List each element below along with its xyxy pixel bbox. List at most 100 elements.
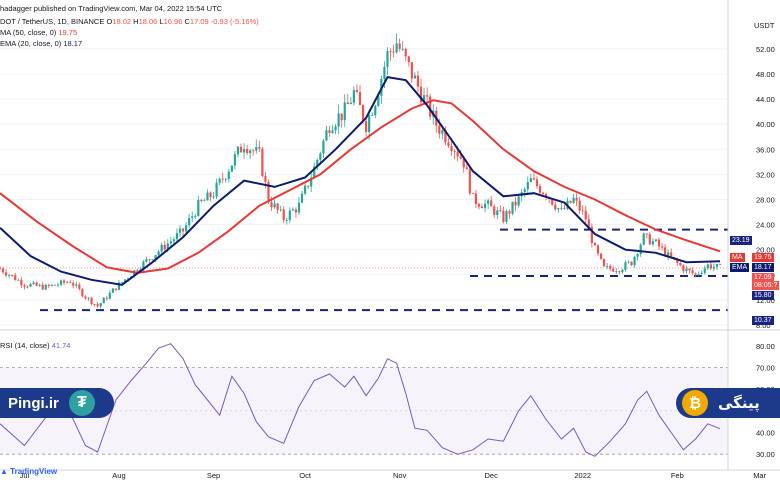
pingi-badge-right[interactable]: ₿ پینگی (676, 388, 780, 418)
ema-legend-label: EMA (20, close, 0) (0, 39, 62, 48)
candle-body (602, 258, 606, 267)
candle-body (14, 275, 17, 281)
candle-body (334, 126, 337, 131)
time-axis: JulAugSepOctNovDec2022FebMar15 (0, 469, 780, 480)
candle-body (35, 282, 38, 286)
candle-body (551, 198, 554, 205)
price-tick-label: 12.00 (756, 296, 775, 305)
candle-body (389, 51, 392, 53)
ema-legend[interactable]: EMA (20, close, 0) 18.17 (0, 39, 82, 48)
candle-body (667, 252, 670, 257)
candle-body (188, 218, 191, 226)
candle-body (526, 182, 529, 190)
candle-body (545, 194, 548, 198)
candle-body (297, 202, 301, 213)
candle-body (194, 215, 197, 217)
price-tick-label: 24.00 (756, 221, 775, 230)
candle-body (181, 228, 185, 232)
price-tick-label: 48.00 (756, 70, 775, 79)
candle-body (114, 288, 118, 290)
ma-legend[interactable]: MA (50, close, 0) 19.75 (0, 28, 77, 37)
symbol-line: DOT / TetherUS, 1D, BINANCE O18.02 H18.0… (0, 17, 259, 26)
horizontal-levels (0, 228, 728, 312)
candle-body (538, 186, 542, 193)
time-tick-label: Feb (671, 471, 684, 480)
candle-body (483, 203, 487, 209)
time-tick-label: 2022 (574, 471, 591, 480)
candle-body (206, 192, 209, 201)
candle-body (563, 208, 566, 209)
candle-body (32, 282, 35, 285)
tradingview-icon: ▲ (0, 467, 8, 476)
candle-body (453, 151, 456, 152)
candle-body (282, 209, 285, 221)
candle-body (465, 167, 468, 170)
candle-body (645, 233, 648, 235)
candle-body (462, 158, 465, 168)
candle-body (133, 270, 136, 277)
candle-body (541, 192, 545, 195)
candle-body (343, 102, 346, 121)
tradingview-logo[interactable]: ▲ TradingView (0, 467, 57, 476)
candle-body (630, 261, 633, 266)
candle-body (78, 284, 81, 290)
candle-body (416, 75, 420, 87)
candle-body (175, 233, 179, 240)
ema-tag: EMA (730, 263, 750, 272)
candle-body (87, 297, 90, 299)
high-label: H (133, 17, 139, 26)
pingi-badge-left[interactable]: Pingi.ir ₮ (0, 388, 114, 418)
level-tag-10: 10.37 (752, 316, 774, 325)
rsi-legend[interactable]: RSI (14, close) 41.74 (0, 341, 70, 350)
candle-body (490, 200, 493, 207)
candle-body (398, 43, 401, 49)
candle-body (505, 211, 508, 222)
candle-body (108, 292, 111, 299)
candle-body (682, 265, 685, 272)
rsi-tick-label: 70.00 (756, 364, 775, 373)
candle-body (392, 51, 395, 53)
candle-body (554, 204, 557, 210)
candle-body (712, 266, 715, 269)
candle-body (1, 268, 5, 273)
price-tick-label: 20.00 (756, 246, 775, 255)
candle-body (496, 210, 499, 216)
candle-body (691, 270, 694, 274)
candle-body (69, 282, 72, 283)
candle-body (307, 185, 310, 187)
candle-body (569, 200, 572, 203)
candle-body (429, 96, 432, 117)
candle-body (145, 259, 148, 262)
candle-body (477, 204, 481, 207)
candle-body (56, 284, 60, 286)
candle-body (215, 182, 218, 197)
candle-body (697, 273, 700, 275)
candle-body (609, 265, 612, 269)
candle-body (438, 125, 441, 134)
candle-body (642, 233, 645, 245)
grid (0, 48, 780, 455)
candle-body (410, 62, 413, 79)
candle-body (523, 189, 526, 193)
bitcoin-icon: ₿ (682, 390, 708, 416)
rsi-pane (0, 343, 721, 457)
time-tick-label: Nov (393, 471, 407, 480)
candle-body (224, 178, 227, 180)
candle-body (267, 181, 270, 203)
candle-body (651, 241, 654, 245)
candle-body (322, 140, 325, 154)
candle-body (255, 147, 258, 151)
level-tag-15: 15.80 (752, 291, 774, 300)
candle-body (627, 261, 630, 263)
candle-body (5, 272, 8, 276)
candle-body (157, 251, 160, 256)
candle-body (395, 43, 398, 53)
candle-body (612, 268, 615, 272)
time-tick-label: Dec (485, 471, 499, 480)
candle-body (288, 210, 291, 220)
candle-body (111, 288, 114, 293)
candle-body (670, 252, 673, 258)
candle-body (81, 289, 84, 297)
candle-body (349, 102, 352, 104)
